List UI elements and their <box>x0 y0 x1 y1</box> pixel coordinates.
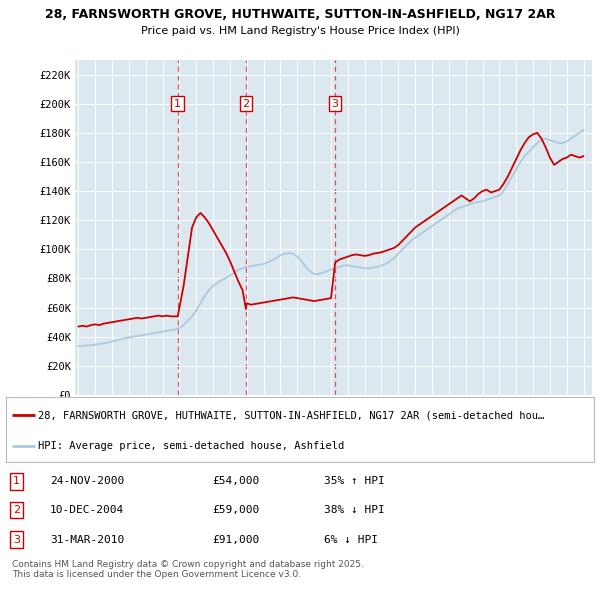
Text: 1: 1 <box>174 99 181 109</box>
Text: 28, FARNSWORTH GROVE, HUTHWAITE, SUTTON-IN-ASHFIELD, NG17 2AR: 28, FARNSWORTH GROVE, HUTHWAITE, SUTTON-… <box>45 8 555 21</box>
Text: 35% ↑ HPI: 35% ↑ HPI <box>323 476 384 486</box>
Text: HPI: Average price, semi-detached house, Ashfield: HPI: Average price, semi-detached house,… <box>38 441 344 451</box>
Text: 38% ↓ HPI: 38% ↓ HPI <box>323 505 384 515</box>
Text: 31-MAR-2010: 31-MAR-2010 <box>50 535 124 545</box>
Text: £91,000: £91,000 <box>212 535 259 545</box>
Text: 10-DEC-2004: 10-DEC-2004 <box>50 505 124 515</box>
Text: 28, FARNSWORTH GROVE, HUTHWAITE, SUTTON-IN-ASHFIELD, NG17 2AR (semi-detached hou: 28, FARNSWORTH GROVE, HUTHWAITE, SUTTON-… <box>38 410 545 420</box>
Text: 3: 3 <box>13 535 20 545</box>
Text: 1: 1 <box>13 476 20 486</box>
Text: 2: 2 <box>242 99 250 109</box>
Text: 3: 3 <box>332 99 338 109</box>
Text: 2: 2 <box>13 505 20 515</box>
Text: Price paid vs. HM Land Registry's House Price Index (HPI): Price paid vs. HM Land Registry's House … <box>140 26 460 36</box>
Text: £54,000: £54,000 <box>212 476 259 486</box>
Text: Contains HM Land Registry data © Crown copyright and database right 2025.
This d: Contains HM Land Registry data © Crown c… <box>12 560 364 579</box>
Text: 6% ↓ HPI: 6% ↓ HPI <box>323 535 377 545</box>
Text: £59,000: £59,000 <box>212 505 259 515</box>
Text: 24-NOV-2000: 24-NOV-2000 <box>50 476 124 486</box>
